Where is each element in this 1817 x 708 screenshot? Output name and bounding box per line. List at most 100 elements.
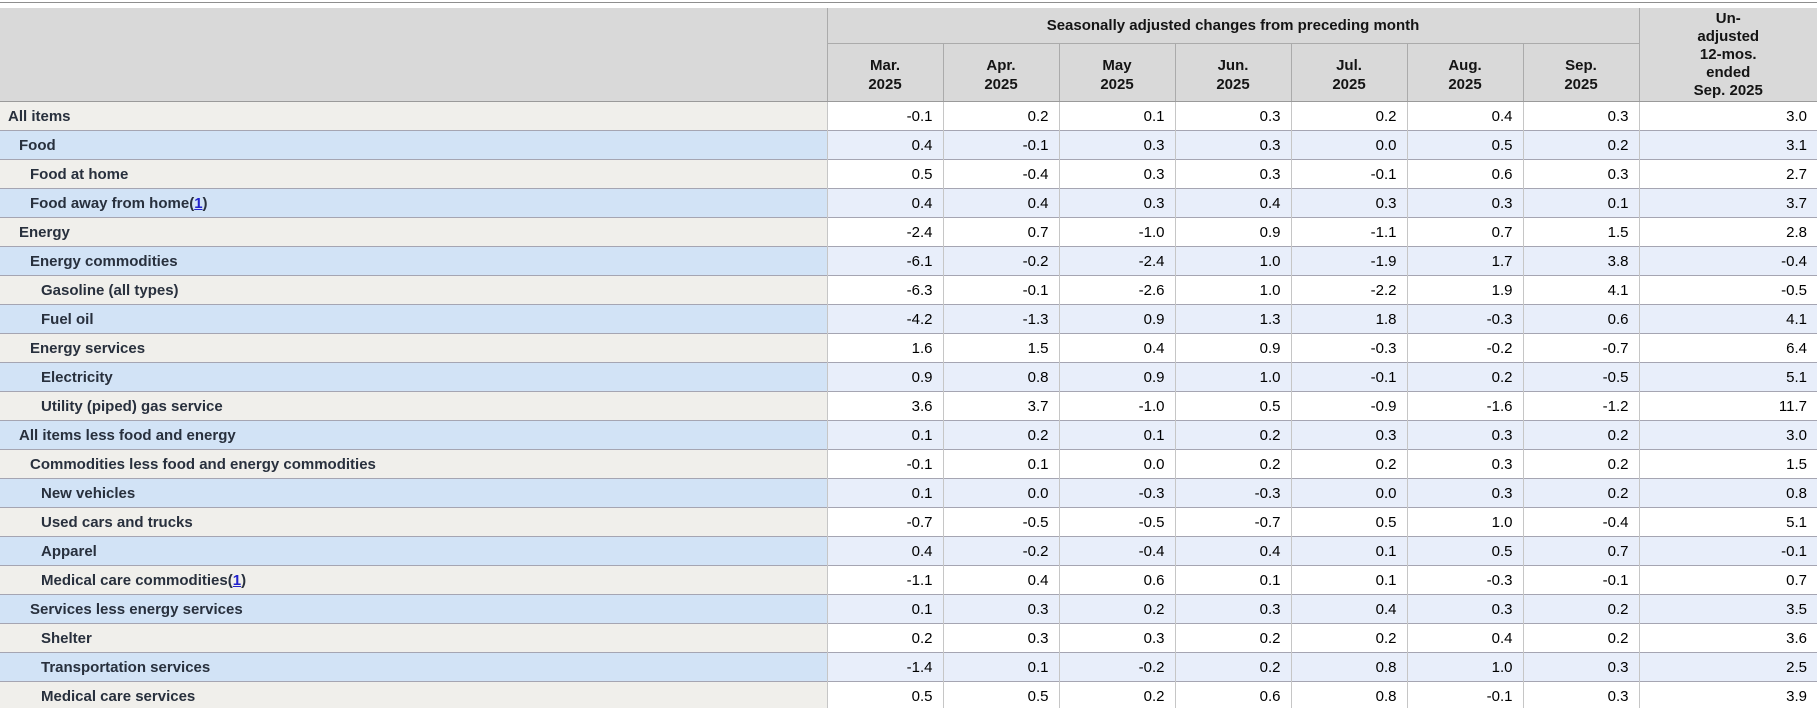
month-value-cell: 0.4 (826, 188, 943, 218)
month-value-cell: -0.2 (942, 536, 1059, 566)
month-value-cell: 0.3 (1174, 130, 1291, 160)
table-row: Services less energy services 0.1 0.3 0.2 0.… (0, 594, 1817, 624)
month-value-cell: 0.4 (826, 536, 943, 566)
month-value-cell: -0.1 (942, 130, 1059, 160)
unadjusted-value-cell: 1.5 (1638, 449, 1817, 479)
footnote-link[interactable]: 1 (194, 194, 203, 212)
unadjusted-value-cell: 3.7 (1638, 188, 1817, 218)
table-row: Used cars and trucks -0.7 -0.5 -0.5 -0.7 0.5 1… (0, 507, 1817, 537)
unadjusted-value-cell: 3.9 (1638, 681, 1817, 708)
month-value-cell: 0.1 (942, 652, 1059, 682)
month-value-cell: 0.3 (1406, 188, 1523, 218)
month-value-cell: -0.7 (1174, 507, 1291, 537)
month-value-cell: 0.4 (1058, 333, 1175, 363)
month-header: Apr. 2025 (942, 43, 1059, 103)
table-row: Energy -2.4 0.7 -1.0 0.9 -1.1 0.7 1.5 2.8 (0, 217, 1817, 247)
month-year: 2025 (1216, 76, 1250, 93)
table-row: Gasoline (all types) -6.3 -0.1 -2.6 1.0 -2.2 1… (0, 275, 1817, 305)
month-value-cell: 0.9 (1174, 217, 1291, 247)
month-value-cell: -6.1 (826, 246, 943, 276)
row-label: Energy commodities (0, 246, 828, 276)
table-row: All items less food and energy 0.1 0.2 0.1 0… (0, 420, 1817, 450)
month-value-cell: -1.1 (826, 565, 943, 595)
month-value-cell: 1.5 (1522, 217, 1639, 247)
month-value-cell: 0.5 (942, 681, 1059, 708)
month-name: Jul. (1336, 57, 1362, 74)
unadjusted-value-cell: 5.1 (1638, 362, 1817, 392)
month-value-cell: 0.2 (1290, 101, 1407, 131)
month-value-cell: 1.0 (1174, 362, 1291, 392)
table-row: Transportation services -1.4 0.1 -0.2 0.2 0.8… (0, 652, 1817, 682)
corner-cell (0, 8, 828, 102)
month-value-cell: 1.8 (1290, 304, 1407, 334)
footnote-link[interactable]: 1 (232, 571, 242, 589)
month-value-cell: 0.0 (1058, 449, 1175, 479)
table-row: Energy commodities -6.1 -0.2 -2.4 1.0 -1.9 1.7… (0, 246, 1817, 276)
row-label: Food (0, 130, 828, 160)
month-value-cell: 0.2 (826, 623, 943, 653)
row-label: Transportation services (0, 652, 828, 682)
footnote-paren-open: ( (189, 194, 195, 212)
unadjusted-value-cell: 3.6 (1638, 623, 1817, 653)
row-label-text: Gasoline (all types) (41, 281, 179, 299)
month-value-cell: 0.2 (1522, 594, 1639, 624)
month-value-cell: -4.2 (826, 304, 943, 334)
month-value-cell: 0.7 (1522, 536, 1639, 566)
month-name: Apr. (986, 57, 1016, 74)
month-value-cell: 0.2 (1522, 130, 1639, 160)
month-value-cell: 0.6 (1522, 304, 1639, 334)
row-label-text: Utility (piped) gas service (41, 397, 223, 415)
table-row: Medical care commodities(1) -1.1 0.4 0.6 0.1… (0, 565, 1817, 595)
unadjusted-value-cell: -0.5 (1638, 275, 1817, 305)
month-value-cell: -0.2 (1058, 652, 1175, 682)
month-value-cell: 0.3 (1522, 101, 1639, 131)
month-value-cell: 0.3 (1522, 681, 1639, 708)
month-value-cell: 0.4 (942, 565, 1059, 595)
unadjusted-value-cell: 2.8 (1638, 217, 1817, 247)
month-value-cell: -0.5 (1522, 362, 1639, 392)
month-value-cell: 0.3 (1522, 159, 1639, 189)
month-value-cell: 0.1 (826, 594, 943, 624)
row-label-text: Apparel (41, 542, 97, 560)
month-value-cell: 1.6 (826, 333, 943, 363)
month-value-cell: -1.0 (1058, 391, 1175, 421)
unadjusted-header-line: ended (1706, 64, 1751, 81)
row-label: Food away from home(1) (0, 188, 828, 218)
unadjusted-value-cell: 3.5 (1638, 594, 1817, 624)
row-label: Used cars and trucks (0, 507, 828, 537)
row-label: All items less food and energy (0, 420, 828, 450)
unadjusted-value-cell: 6.4 (1638, 333, 1817, 363)
month-value-cell: 0.2 (1522, 478, 1639, 508)
month-value-cell: 1.9 (1406, 275, 1523, 305)
month-value-cell: -0.5 (942, 507, 1059, 537)
row-label-text: Services less energy services (30, 600, 243, 618)
month-value-cell: 0.3 (1058, 623, 1175, 653)
month-year: 2025 (1564, 76, 1598, 93)
month-value-cell: 0.4 (1174, 188, 1291, 218)
month-value-cell: 0.3 (1058, 188, 1175, 218)
unadjusted-value-cell: 5.1 (1638, 507, 1817, 537)
month-value-cell: 0.9 (1058, 362, 1175, 392)
month-value-cell: -0.1 (1522, 565, 1639, 595)
month-value-cell: 0.3 (1522, 652, 1639, 682)
seasonally-adjusted-group-header: Seasonally adjusted changes from precedi… (827, 8, 1639, 44)
month-year: 2025 (1100, 76, 1134, 93)
month-value-cell: 0.3 (942, 623, 1059, 653)
month-value-cell: 0.3 (1406, 478, 1523, 508)
month-value-cell: -6.3 (826, 275, 943, 305)
table-row: Medical care services 0.5 0.5 0.2 0.6 0.8 -0.1… (0, 681, 1817, 708)
month-value-cell: 0.3 (1174, 101, 1291, 131)
month-value-cell: -1.2 (1522, 391, 1639, 421)
unadjusted-value-cell: 0.8 (1638, 478, 1817, 508)
table-row: Apparel 0.4 -0.2 -0.4 0.4 0.1 0.5 0.7 -0.1 (0, 536, 1817, 566)
row-label-text: New vehicles (41, 484, 136, 502)
month-value-cell: 0.3 (1290, 420, 1407, 450)
month-value-cell: 0.8 (1290, 652, 1407, 682)
row-label-text: Food (19, 136, 56, 154)
row-label: Fuel oil (0, 304, 828, 334)
month-header: Mar. 2025 (827, 43, 943, 103)
unadjusted-header-line: Un- (1715, 10, 1741, 27)
row-label: Food at home (0, 159, 828, 189)
month-value-cell: 0.4 (1174, 536, 1291, 566)
row-label-text: Energy (19, 223, 70, 241)
